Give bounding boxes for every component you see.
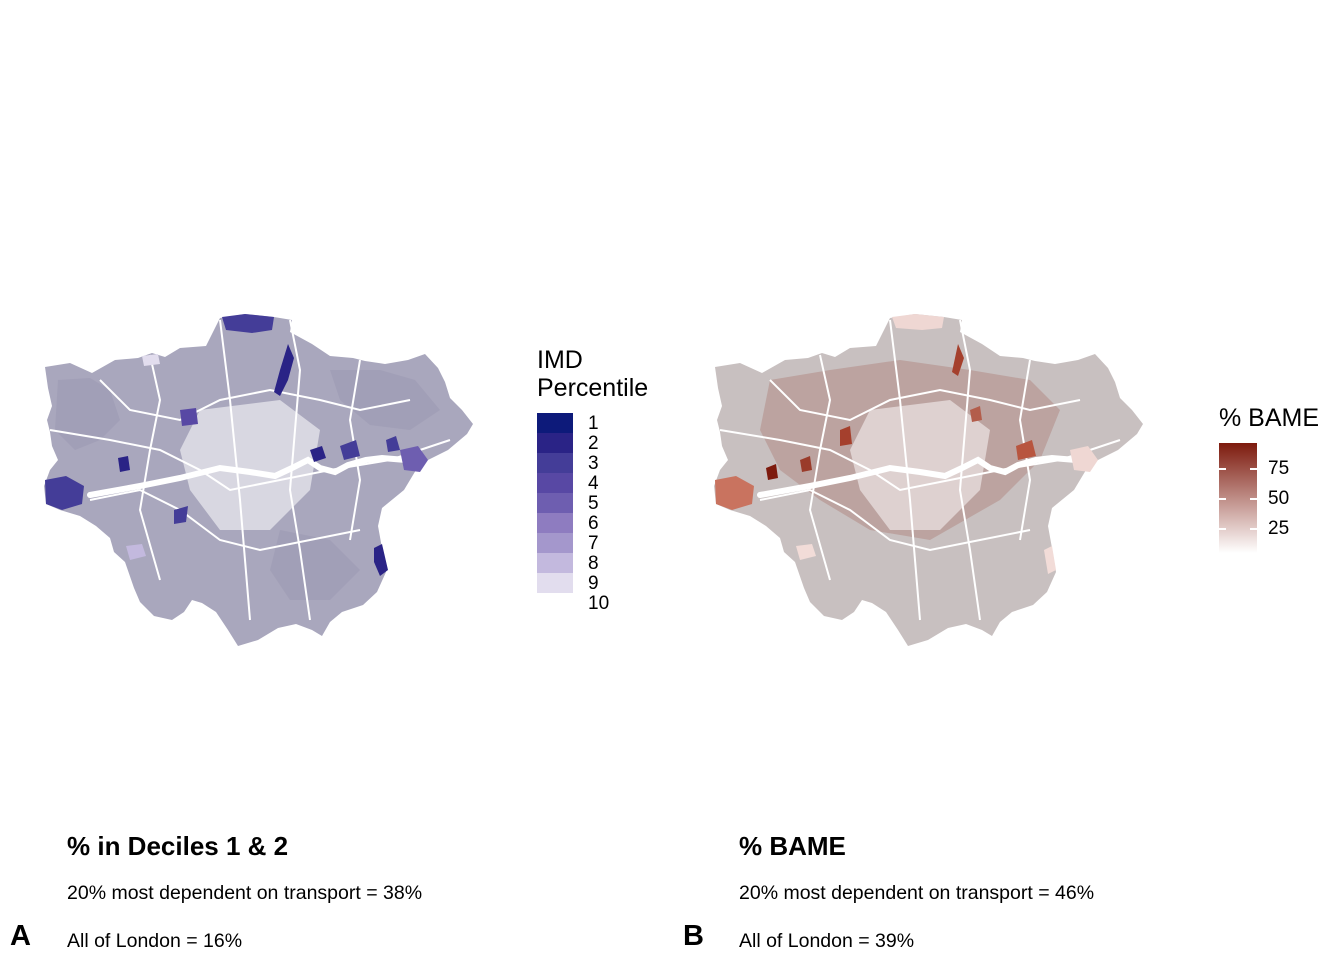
high-bame-areas-b <box>715 314 1098 574</box>
imd-legend-key: 9 <box>537 573 599 594</box>
bame-colorbar-tick-left <box>1219 498 1226 500</box>
imd-legend-key: 4 <box>537 473 599 494</box>
bame-legend-tick-label: 50 <box>1268 488 1290 509</box>
panel-b-letter: B <box>683 920 704 952</box>
imd-legend-label: 5 <box>588 493 599 514</box>
outer-boroughs-a <box>55 370 440 600</box>
deprived-areas-a <box>45 314 428 576</box>
panel-b-caption-title: % BAME <box>739 831 846 861</box>
imd-legend-key: 7 <box>537 533 599 554</box>
imd-legend-swatch <box>537 573 573 593</box>
panel-b-caption-line1: 20% most dependent on transport = 46% <box>739 882 1095 904</box>
imd-legend-label: 6 <box>588 513 599 534</box>
bame-colorbar-tick-left <box>1219 528 1226 530</box>
borough-boundaries-a <box>49 319 451 621</box>
imd-legend-title: IMD Percentile <box>537 346 648 402</box>
imd-legend-swatch <box>537 453 573 473</box>
imd-legend-key: 3 <box>537 453 599 474</box>
bame-choropleth-map <box>714 314 1143 646</box>
panel-a-letter: A <box>10 920 31 952</box>
borough-boundaries-b <box>719 319 1121 621</box>
imd-legend-swatch <box>537 473 573 493</box>
imd-legend-swatch <box>537 533 573 553</box>
imd-legend-label: 8 <box>588 553 599 574</box>
panel-b-caption-line2: All of London = 39% <box>739 930 915 952</box>
bame-colorbar-tick-left <box>1219 468 1226 470</box>
imd-legend-swatch <box>537 513 573 533</box>
imd-legend-key: 5 <box>537 493 599 514</box>
imd-legend-keys: 1 2 3 4 5 6 7 8 9 10 <box>537 413 609 614</box>
thames-river-b <box>757 454 1079 498</box>
inner-core-a <box>180 400 320 530</box>
bame-legend-tick-label: 75 <box>1268 458 1290 479</box>
panel-a-caption-line2: All of London = 16% <box>67 930 243 952</box>
imd-legend-label: 10 <box>588 593 610 614</box>
imd-legend-label: 7 <box>588 533 599 554</box>
imd-legend-label: 3 <box>588 453 599 474</box>
bame-legend-title: % BAME <box>1219 404 1320 432</box>
imd-legend-label: 4 <box>588 473 599 494</box>
imd-legend-title-line1: IMD <box>537 346 583 374</box>
imd-legend-key: 2 <box>537 433 599 454</box>
inner-core-b <box>850 400 990 530</box>
imd-legend-swatch <box>537 413 573 433</box>
imd-choropleth-map <box>44 314 473 646</box>
panel-a-caption-line1: 20% most dependent on transport = 38% <box>67 882 423 904</box>
imd-legend-label: 2 <box>588 433 599 454</box>
imd-legend-label: 1 <box>588 413 599 434</box>
imd-legend-swatch <box>537 553 573 573</box>
bame-legend-tick-label: 25 <box>1268 518 1290 539</box>
imd-legend-swatch <box>537 433 573 453</box>
panel-a-caption-title: % in Deciles 1 & 2 <box>67 831 289 861</box>
imd-legend-key: 1 <box>537 413 599 434</box>
imd-legend-swatch <box>537 593 573 613</box>
thames-river-a <box>87 454 409 498</box>
imd-legend-key: 8 <box>537 553 599 574</box>
bame-colorbar-tick-right <box>1250 528 1257 530</box>
imd-legend-title-line2: Percentile <box>537 374 649 402</box>
bame-colorbar-tick-right <box>1250 498 1257 500</box>
imd-legend-swatch <box>537 493 573 513</box>
imd-legend-key: 10 <box>537 593 609 614</box>
bame-colorbar-tick-right <box>1250 468 1257 470</box>
imd-legend-key: 6 <box>537 513 599 534</box>
imd-legend-label: 9 <box>588 573 599 594</box>
